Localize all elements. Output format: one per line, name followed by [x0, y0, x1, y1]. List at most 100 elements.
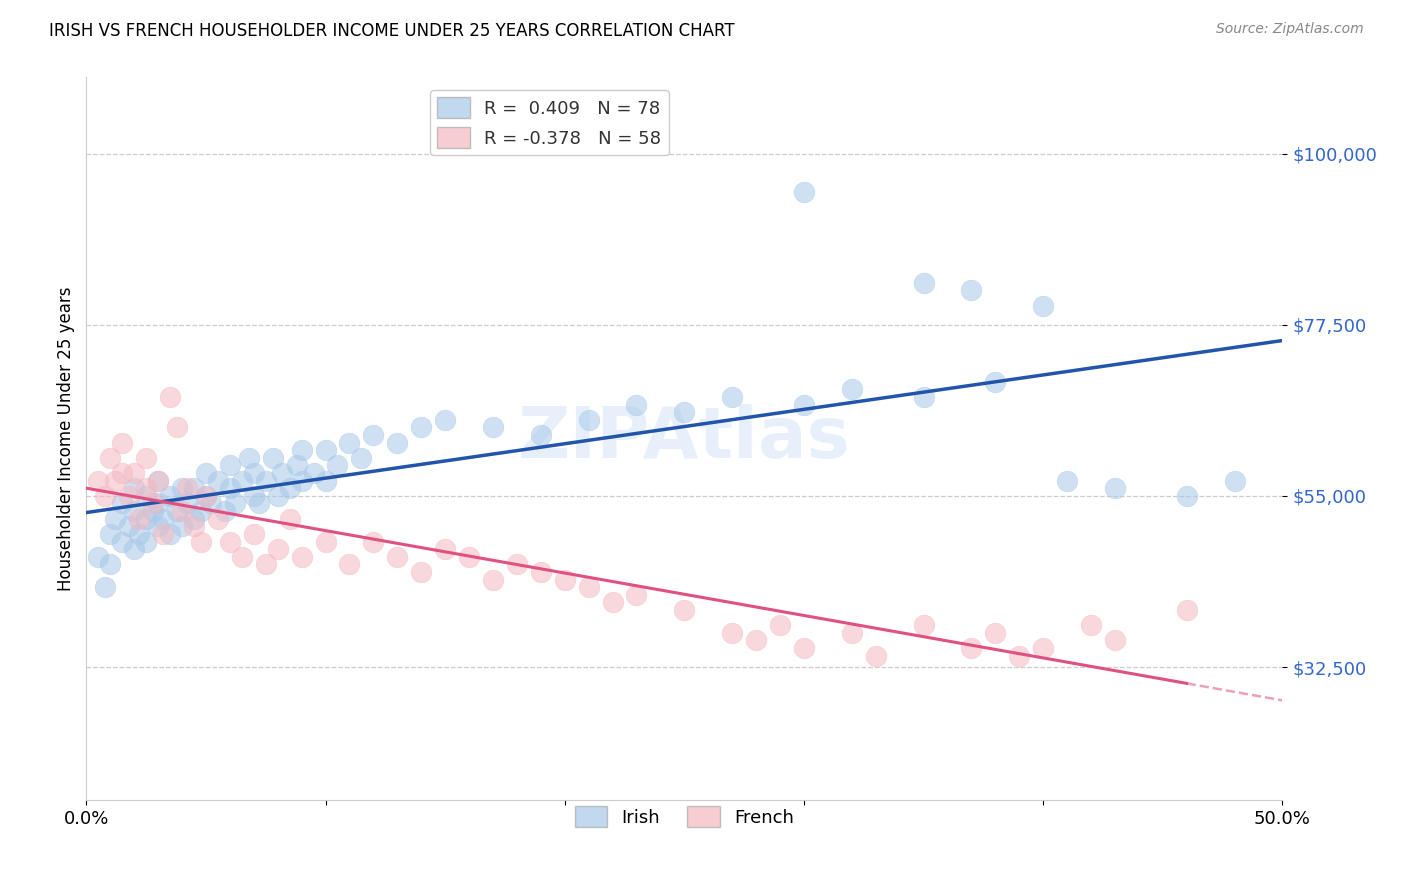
Point: [159, 390, 181, 404]
Point: [506, 558, 529, 572]
Point: [170, 481, 193, 495]
Point: [1008, 648, 1031, 663]
Point: [626, 398, 648, 412]
Point: [170, 504, 193, 518]
Point: [170, 519, 193, 533]
Point: [152, 527, 174, 541]
Point: [190, 504, 212, 518]
Point: [146, 496, 169, 510]
Point: [111, 435, 134, 450]
Point: [111, 534, 134, 549]
Point: [128, 512, 150, 526]
Point: [578, 413, 600, 427]
Point: [194, 489, 217, 503]
Point: [960, 641, 983, 656]
Point: [118, 519, 141, 533]
Point: [207, 512, 229, 526]
Point: [122, 481, 145, 495]
Point: [387, 435, 409, 450]
Point: [411, 420, 433, 434]
Point: [271, 466, 294, 480]
Point: [135, 489, 157, 503]
Point: [793, 185, 815, 199]
Point: [152, 512, 174, 526]
Point: [482, 420, 505, 434]
Point: [98, 527, 121, 541]
Point: [1032, 299, 1054, 313]
Point: [1175, 603, 1198, 617]
Point: [912, 390, 935, 404]
Point: [200, 496, 222, 510]
Point: [1080, 618, 1102, 632]
Point: [242, 527, 264, 541]
Text: ZIPAtlas: ZIPAtlas: [517, 404, 851, 474]
Point: [1032, 641, 1054, 656]
Point: [218, 534, 240, 549]
Point: [183, 481, 205, 495]
Point: [98, 450, 121, 465]
Point: [721, 625, 744, 640]
Text: IRISH VS FRENCH HOUSEHOLDER INCOME UNDER 25 YEARS CORRELATION CHART: IRISH VS FRENCH HOUSEHOLDER INCOME UNDER…: [49, 22, 735, 40]
Point: [194, 489, 217, 503]
Point: [482, 573, 505, 587]
Point: [254, 474, 277, 488]
Point: [793, 398, 815, 412]
Point: [434, 413, 457, 427]
Point: [111, 496, 134, 510]
Point: [984, 625, 1007, 640]
Point: [242, 489, 264, 503]
Point: [98, 558, 121, 572]
Point: [254, 558, 277, 572]
Point: [122, 542, 145, 557]
Point: [578, 580, 600, 594]
Point: [87, 474, 110, 488]
Point: [111, 466, 134, 480]
Point: [339, 435, 361, 450]
Point: [146, 474, 169, 488]
Point: [190, 534, 212, 549]
Point: [146, 519, 169, 533]
Point: [142, 504, 165, 518]
Point: [166, 420, 188, 434]
Point: [290, 474, 312, 488]
Point: [238, 450, 260, 465]
Point: [176, 496, 198, 510]
Point: [387, 549, 409, 564]
Point: [363, 534, 385, 549]
Point: [135, 481, 157, 495]
Point: [841, 383, 863, 397]
Point: [530, 565, 553, 579]
Point: [745, 633, 768, 648]
Point: [94, 580, 117, 594]
Point: [626, 588, 648, 602]
Legend: Irish, French: Irish, French: [568, 799, 801, 835]
Point: [530, 428, 553, 442]
Point: [142, 496, 165, 510]
Point: [231, 549, 253, 564]
Point: [266, 542, 288, 557]
Point: [94, 489, 117, 503]
Point: [262, 450, 284, 465]
Point: [122, 504, 145, 518]
Point: [339, 558, 361, 572]
Point: [104, 474, 127, 488]
Point: [602, 595, 624, 609]
Point: [146, 474, 169, 488]
Point: [159, 527, 181, 541]
Point: [912, 276, 935, 290]
Point: [984, 375, 1007, 389]
Point: [87, 549, 110, 564]
Point: [315, 474, 337, 488]
Point: [207, 474, 229, 488]
Point: [960, 284, 983, 298]
Point: [214, 504, 236, 518]
Point: [411, 565, 433, 579]
Point: [135, 512, 157, 526]
Point: [290, 549, 312, 564]
Point: [302, 466, 325, 480]
Point: [194, 466, 217, 480]
Point: [266, 489, 288, 503]
Point: [434, 542, 457, 557]
Point: [673, 603, 696, 617]
Point: [841, 625, 863, 640]
